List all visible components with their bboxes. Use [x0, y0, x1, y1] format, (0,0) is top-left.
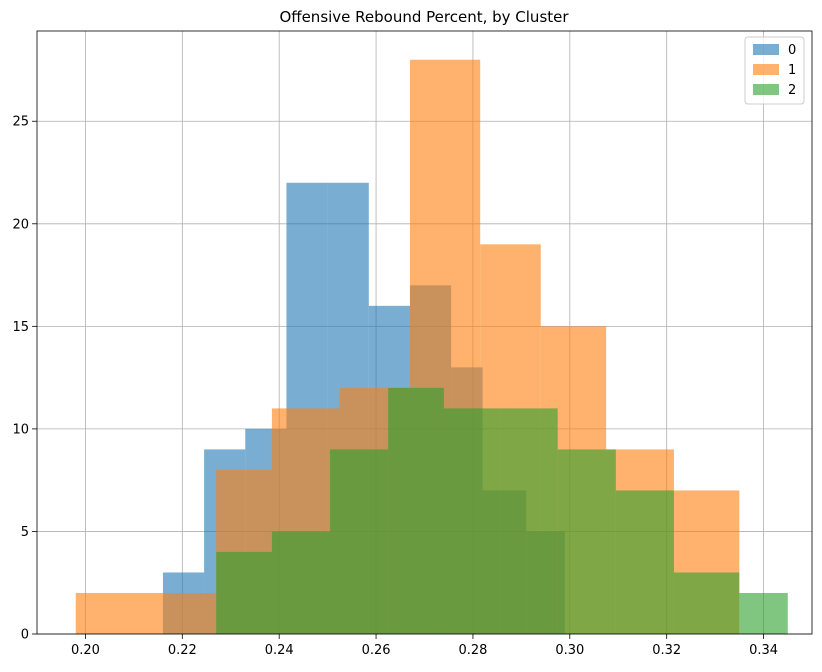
y-tick-label: 15	[12, 320, 29, 335]
legend-swatch-2	[753, 84, 779, 95]
y-tick-label: 25	[12, 115, 29, 130]
histogram-bar-2	[216, 551, 272, 634]
histogram-bar-2	[557, 449, 616, 634]
legend-swatch-1	[753, 64, 779, 75]
x-tick-label: 0.20	[71, 643, 100, 658]
y-tick-label: 10	[12, 422, 29, 437]
histogram-bar-2	[388, 387, 444, 634]
legend-label-2: 2	[788, 83, 796, 98]
histogram-bar-2	[330, 449, 389, 634]
plot-frame	[36, 30, 813, 635]
x-tick-label: 0.22	[168, 643, 197, 658]
x-tick-label: 0.24	[265, 643, 294, 658]
histogram-bar-1	[75, 592, 146, 634]
x-tick-label: 0.26	[362, 643, 391, 658]
y-tick-label: 20	[12, 217, 29, 232]
histogram-bar-2	[499, 408, 558, 634]
legend-label-1: 1	[788, 63, 796, 78]
legend: 0 1 2	[744, 36, 805, 105]
x-tick-label: 0.34	[749, 643, 778, 658]
histogram-bar-2	[615, 490, 674, 634]
histogram-bar-2	[443, 408, 500, 634]
axes: 0.20 0.22 0.24 0.26 0.28 0.30 0.32 0.3405101520…	[12, 30, 813, 658]
legend-label-0: 0	[788, 43, 796, 58]
x-tick-label: 0.32	[652, 643, 681, 658]
histogram-bar-1	[145, 592, 217, 634]
x-tick-label: 0.30	[555, 643, 584, 658]
legend-swatch-0	[753, 44, 779, 55]
histogram-bar-2	[739, 592, 788, 634]
y-tick-label: 5	[21, 525, 29, 540]
x-tick-label: 0.28	[458, 643, 487, 658]
histogram-bar-2	[271, 531, 331, 634]
chart-title: Offensive Rebound Percent, by Cluster	[279, 8, 569, 26]
histogram-bar-2	[673, 572, 740, 634]
y-tick-label: 0	[21, 628, 29, 643]
bars	[75, 59, 788, 634]
